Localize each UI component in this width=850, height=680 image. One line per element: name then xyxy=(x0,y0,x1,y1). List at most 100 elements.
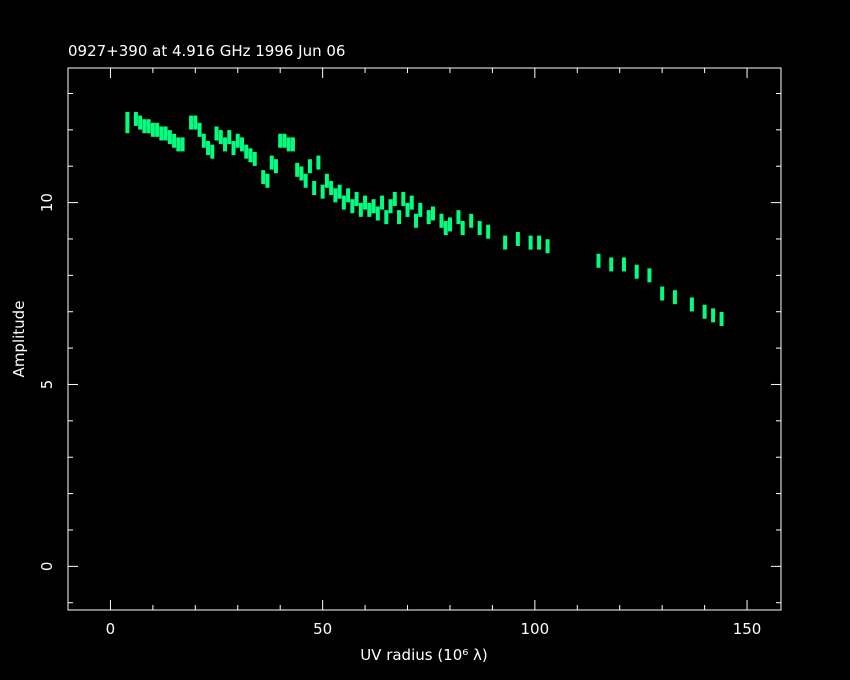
point xyxy=(397,210,402,225)
x-tick-label: 0 xyxy=(106,620,116,638)
point xyxy=(167,130,172,145)
y-tick-label: 5 xyxy=(38,380,56,390)
point xyxy=(341,195,346,210)
point xyxy=(380,195,385,210)
y-tick-label: 10 xyxy=(38,193,56,212)
point xyxy=(159,126,164,141)
point xyxy=(227,130,232,145)
point xyxy=(248,148,253,163)
point xyxy=(367,202,372,217)
point xyxy=(240,137,245,152)
point xyxy=(235,133,240,148)
point xyxy=(290,137,295,152)
chart-title: 0927+390 at 4.916 GHz 1996 Jun 06 xyxy=(68,42,345,60)
point xyxy=(354,191,359,206)
point xyxy=(358,202,363,217)
point xyxy=(273,159,278,174)
point xyxy=(711,308,716,323)
point xyxy=(363,195,368,210)
point xyxy=(333,188,338,203)
point xyxy=(392,191,397,206)
point xyxy=(133,111,138,126)
point xyxy=(337,184,342,199)
point xyxy=(689,297,694,312)
point xyxy=(180,137,185,152)
point xyxy=(634,264,639,279)
point xyxy=(443,221,448,236)
point xyxy=(172,133,177,148)
point xyxy=(163,126,168,141)
point xyxy=(401,191,406,206)
point xyxy=(486,224,491,239)
point xyxy=(405,202,410,217)
point xyxy=(537,235,542,250)
point xyxy=(282,133,287,148)
point xyxy=(447,217,452,232)
point xyxy=(545,239,550,254)
plot-frame xyxy=(67,67,782,611)
point xyxy=(418,202,423,217)
point xyxy=(286,137,291,152)
x-tick-label: 150 xyxy=(733,620,762,638)
point xyxy=(176,137,181,152)
point xyxy=(218,130,223,145)
point xyxy=(142,119,147,134)
point xyxy=(299,166,304,181)
point xyxy=(303,173,308,188)
point xyxy=(426,210,431,225)
point xyxy=(146,119,151,134)
point xyxy=(324,173,329,188)
point xyxy=(125,111,130,126)
point xyxy=(456,210,461,225)
point xyxy=(384,210,389,225)
point xyxy=(320,184,325,199)
point xyxy=(252,151,257,166)
point xyxy=(515,231,520,246)
point xyxy=(125,119,130,134)
point xyxy=(138,115,143,130)
point xyxy=(350,199,355,214)
point xyxy=(210,144,215,159)
point xyxy=(375,206,380,221)
point xyxy=(371,199,376,214)
point xyxy=(206,141,211,156)
point xyxy=(312,181,317,196)
point xyxy=(388,199,393,214)
point xyxy=(460,221,465,236)
point xyxy=(193,115,198,130)
y-axis-label: Amplitude xyxy=(10,301,28,378)
x-tick-label: 100 xyxy=(521,620,550,638)
point xyxy=(477,221,482,236)
point xyxy=(660,286,665,301)
point xyxy=(430,206,435,221)
point xyxy=(150,122,155,137)
point xyxy=(307,159,312,174)
point xyxy=(596,253,601,268)
point xyxy=(409,195,414,210)
point xyxy=(414,213,419,228)
point xyxy=(329,181,334,196)
x-axis-label: UV radius (10⁶ λ) xyxy=(360,646,488,664)
point xyxy=(439,213,444,228)
point xyxy=(201,133,206,148)
point xyxy=(621,257,626,272)
point xyxy=(316,155,321,170)
point xyxy=(278,133,283,148)
point xyxy=(214,126,219,141)
point xyxy=(269,155,274,170)
point xyxy=(155,122,160,137)
point xyxy=(295,162,300,177)
point xyxy=(609,257,614,272)
y-tick-label: 0 xyxy=(38,562,56,572)
point xyxy=(469,213,474,228)
point xyxy=(265,173,270,188)
point xyxy=(223,137,228,152)
point xyxy=(528,235,533,250)
point xyxy=(672,290,677,305)
point xyxy=(189,115,194,130)
point xyxy=(346,188,351,203)
point xyxy=(647,268,652,283)
point xyxy=(719,311,724,326)
